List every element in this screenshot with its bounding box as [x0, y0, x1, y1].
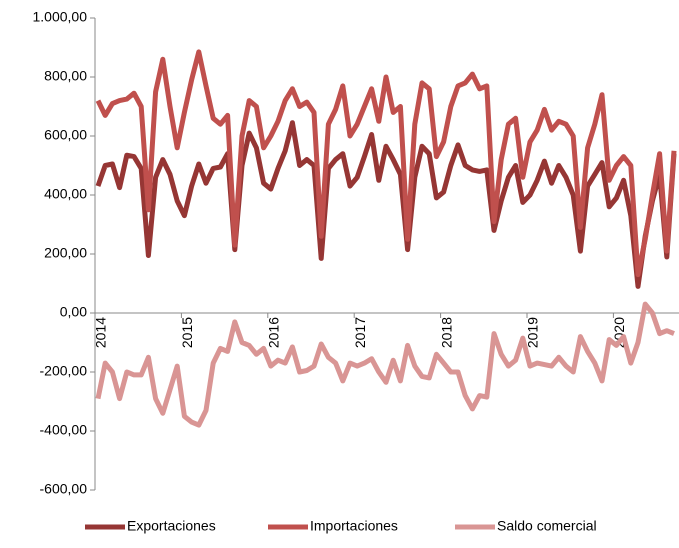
y-tick-label: -600,00: [40, 481, 88, 497]
y-tick-label: -200,00: [40, 363, 88, 379]
x-tick-label: 2016: [266, 317, 282, 348]
x-tick-label: 2019: [525, 317, 541, 348]
y-tick-label: 800,00: [44, 68, 87, 84]
y-tick-label: 400,00: [44, 186, 87, 202]
legend-label: Saldo comercial: [497, 518, 597, 534]
legend-label: Importaciones: [310, 518, 398, 534]
series-line: [95, 49, 677, 278]
y-tick-label: 200,00: [44, 245, 87, 261]
legend-label: Exportaciones: [127, 518, 216, 534]
x-tick-label: 2017: [352, 317, 368, 348]
y-tick-label: 600,00: [44, 127, 87, 143]
y-tick-label: -400,00: [40, 422, 88, 438]
x-tick-label: 2018: [438, 317, 454, 348]
x-tick-label: 2015: [179, 317, 195, 348]
series-line: [95, 301, 675, 428]
y-tick-label: 0,00: [60, 304, 87, 320]
y-tick-label: 1.000,00: [33, 9, 88, 25]
x-tick-label: 2014: [93, 317, 109, 348]
series-line: [95, 120, 677, 289]
